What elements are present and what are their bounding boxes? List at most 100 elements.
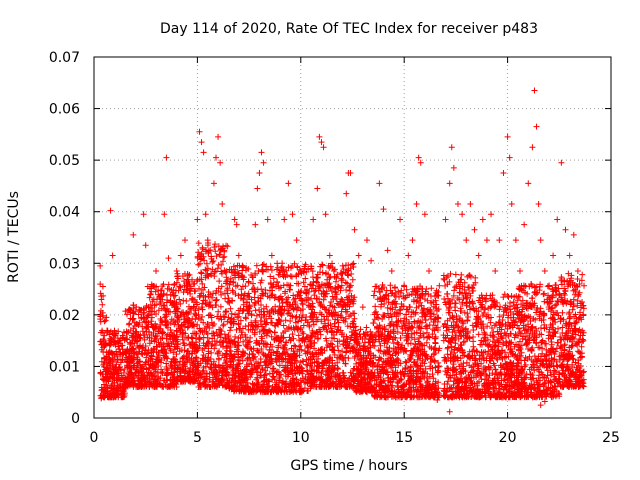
data-point bbox=[124, 383, 131, 390]
data-point bbox=[108, 335, 115, 342]
data-point bbox=[104, 385, 111, 392]
data-point bbox=[375, 315, 382, 322]
data-point bbox=[106, 349, 113, 356]
data-point bbox=[111, 377, 118, 384]
data-point bbox=[331, 320, 338, 327]
data-point bbox=[126, 320, 133, 327]
data-point bbox=[127, 380, 134, 387]
data-point bbox=[308, 310, 315, 317]
data-point bbox=[106, 394, 113, 401]
data-point bbox=[226, 298, 233, 305]
data-point bbox=[157, 316, 164, 323]
data-point bbox=[189, 335, 196, 342]
data-point bbox=[130, 315, 137, 322]
data-point bbox=[112, 364, 119, 371]
data-point bbox=[97, 290, 104, 297]
data-point bbox=[203, 260, 210, 267]
data-point bbox=[291, 342, 298, 349]
data-point bbox=[463, 295, 470, 302]
data-point bbox=[127, 355, 134, 362]
data-point bbox=[140, 342, 147, 349]
data-point bbox=[102, 377, 109, 384]
data-point bbox=[242, 314, 249, 321]
data-point bbox=[115, 338, 122, 345]
data-point bbox=[451, 300, 458, 307]
data-point bbox=[99, 301, 106, 308]
data-point bbox=[109, 373, 116, 380]
data-point bbox=[141, 332, 148, 339]
data-point bbox=[104, 329, 111, 336]
data-point bbox=[105, 378, 112, 385]
data-point bbox=[139, 323, 146, 330]
data-point bbox=[124, 311, 131, 318]
data-point bbox=[154, 344, 161, 351]
data-point bbox=[475, 331, 482, 338]
data-point bbox=[119, 342, 126, 349]
data-point bbox=[103, 314, 110, 321]
data-point bbox=[370, 292, 377, 299]
data-point bbox=[402, 364, 409, 371]
data-point bbox=[168, 358, 175, 365]
data-point bbox=[99, 283, 106, 290]
data-point bbox=[113, 348, 120, 355]
data-points bbox=[97, 87, 588, 415]
data-point bbox=[133, 338, 140, 345]
data-point bbox=[220, 322, 227, 329]
data-point bbox=[167, 320, 174, 327]
data-point bbox=[120, 369, 127, 376]
data-point bbox=[505, 293, 512, 300]
data-point bbox=[103, 360, 110, 367]
data-point bbox=[135, 351, 142, 358]
data-point bbox=[133, 329, 140, 336]
data-point bbox=[384, 304, 391, 311]
data-point bbox=[105, 357, 112, 364]
data-point bbox=[245, 279, 252, 286]
data-point bbox=[208, 349, 215, 356]
data-point bbox=[267, 263, 274, 270]
data-point bbox=[99, 312, 106, 319]
data-point bbox=[139, 382, 146, 389]
data-point bbox=[129, 377, 136, 384]
data-point bbox=[405, 340, 412, 347]
data-point bbox=[137, 342, 144, 349]
data-point bbox=[139, 369, 146, 376]
data-point bbox=[195, 240, 202, 247]
data-point bbox=[259, 262, 266, 269]
data-point bbox=[226, 327, 233, 334]
data-point bbox=[143, 354, 150, 361]
data-point bbox=[107, 393, 114, 400]
data-point bbox=[197, 256, 204, 263]
data-point bbox=[209, 258, 216, 265]
data-point bbox=[191, 304, 198, 311]
data-point bbox=[343, 287, 350, 294]
data-point bbox=[127, 307, 134, 314]
data-point bbox=[280, 322, 287, 329]
data-point bbox=[126, 372, 133, 379]
data-point bbox=[377, 348, 384, 355]
data-point bbox=[390, 340, 397, 347]
data-point bbox=[407, 340, 414, 347]
data-point bbox=[452, 271, 459, 278]
data-point bbox=[123, 380, 130, 387]
data-point bbox=[108, 387, 115, 394]
data-point bbox=[122, 308, 129, 315]
data-point bbox=[363, 324, 370, 331]
data-point bbox=[446, 304, 453, 311]
data-point bbox=[139, 328, 146, 335]
data-point bbox=[436, 282, 443, 289]
data-point bbox=[215, 355, 222, 362]
data-point bbox=[350, 260, 357, 267]
data-point bbox=[109, 330, 116, 337]
data-point bbox=[97, 316, 104, 323]
data-point bbox=[126, 339, 133, 346]
data-point bbox=[268, 267, 275, 274]
data-point bbox=[139, 363, 146, 370]
data-point bbox=[435, 363, 442, 370]
data-point bbox=[228, 310, 235, 317]
data-point bbox=[122, 356, 129, 363]
data-point bbox=[99, 337, 106, 344]
data-point bbox=[339, 262, 346, 269]
data-point bbox=[112, 366, 119, 373]
data-point bbox=[428, 285, 435, 292]
data-point bbox=[432, 335, 439, 342]
